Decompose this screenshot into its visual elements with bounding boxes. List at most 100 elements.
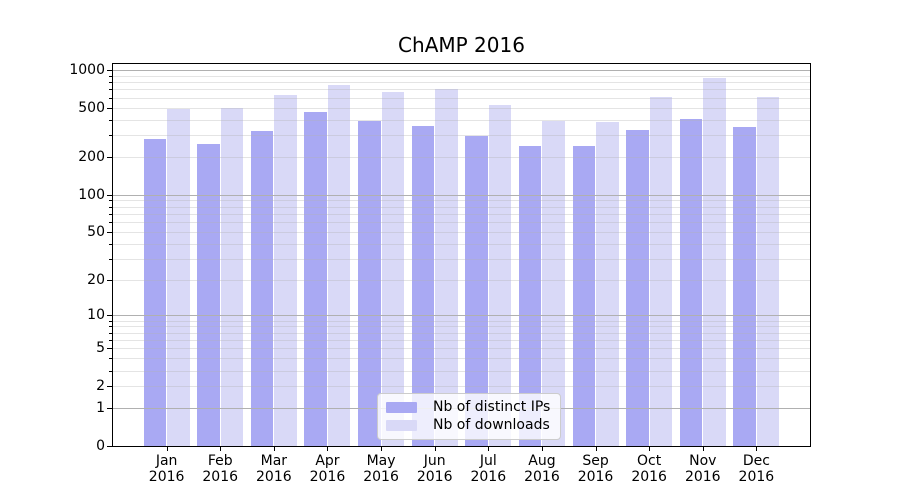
x-tick-label-jul: Jul 2016: [470, 453, 507, 485]
bar-distinct-ips-mar: [250, 131, 274, 446]
gridline-minor-300: [113, 135, 810, 137]
gridline-minor-700: [113, 89, 810, 91]
legend-label-downloads: Nb of downloads: [433, 417, 550, 433]
bar-downloads-aug: [542, 120, 565, 446]
x-tick-dec: [756, 447, 758, 451]
gridline-minor-200: [113, 157, 810, 159]
y-minor-tick-90: [109, 200, 112, 202]
x-tick-feb: [220, 447, 222, 451]
x-tick-label-jan: Jan 2016: [148, 453, 185, 485]
bar-downloads-dec: [756, 96, 780, 446]
x-tick-jun: [434, 447, 436, 451]
y-tick-0: [107, 446, 112, 447]
gridline-minor-3: [113, 370, 810, 372]
y-tick-10: [107, 315, 112, 317]
gridline-minor-90: [113, 200, 810, 202]
bar-distinct-ips-jan: [143, 139, 167, 446]
bar-distinct-ips-jun: [411, 125, 435, 446]
gridline-minor-40: [113, 243, 810, 245]
y-minor-tick-400: [109, 119, 112, 121]
y-tick-label-200: 200: [78, 149, 105, 166]
gridline-minor-60: [113, 222, 810, 224]
x-tick-label-oct: Oct 2016: [631, 453, 667, 485]
gridline-minor-70: [113, 213, 810, 215]
x-tick-label-may: May 2016: [363, 453, 399, 485]
legend-row-distinct-ips: Nb of distinct IPs: [386, 399, 550, 415]
y-minor-tick-40: [109, 243, 112, 245]
y-minor-tick-70: [109, 213, 112, 215]
bar-downloads-jun: [435, 89, 458, 446]
legend-label-distinct-ips: Nb of distinct IPs: [433, 399, 551, 415]
gridline-minor-6: [113, 340, 810, 342]
bar-distinct-ips-may: [358, 120, 381, 446]
gridline-minor-600: [113, 97, 810, 99]
bar-downloads-apr: [327, 84, 351, 446]
chart-title: ChAMP 2016: [398, 33, 525, 57]
y-minor-tick-60: [109, 222, 112, 224]
y-tick-label-5: 5: [96, 340, 105, 357]
legend-row-downloads: Nb of downloads: [386, 417, 550, 433]
y-minor-tick-300: [109, 135, 112, 137]
y-tick-label-10: 10: [87, 307, 105, 324]
gridline-major-1000: [113, 69, 810, 71]
gridline-minor-900: [113, 75, 810, 77]
y-tick-label-50: 50: [87, 223, 105, 240]
bar-downloads-mar: [274, 95, 297, 446]
legend-swatch-downloads: [386, 419, 417, 431]
y-minor-tick-800: [109, 82, 112, 84]
x-tick-apr: [327, 447, 329, 451]
gridline-minor-20: [113, 280, 810, 282]
bar-distinct-ips-jul: [465, 136, 488, 446]
legend: Nb of distinct IPs Nb of downloads: [377, 393, 562, 440]
bar-distinct-ips-sep: [572, 146, 596, 446]
plot-area: Nb of distinct IPs Nb of downloads: [112, 63, 811, 447]
x-tick-oct: [649, 447, 651, 451]
legend-swatch-distinct-ips: [386, 401, 417, 413]
y-minor-tick-9: [109, 320, 112, 322]
bar-downloads-sep: [596, 121, 619, 446]
y-minor-tick-700: [109, 89, 112, 91]
gridline-minor-500: [113, 107, 810, 109]
x-tick-jan: [166, 447, 168, 451]
bar-distinct-ips-oct: [626, 129, 649, 446]
gridline-minor-400: [113, 119, 810, 121]
gridline-minor-2: [113, 386, 810, 388]
x-tick-label-dec: Dec 2016: [738, 453, 775, 485]
x-tick-label-jun: Jun 2016: [416, 453, 453, 485]
x-tick-nov: [702, 447, 704, 451]
x-tick-label-nov: Nov 2016: [684, 453, 721, 485]
x-tick-label-feb: Feb 2016: [202, 453, 239, 485]
gridline-major-10: [113, 315, 810, 317]
y-tick-500: [107, 107, 112, 109]
x-tick-may: [381, 447, 383, 451]
y-tick-50: [107, 231, 112, 233]
gridline-minor-80: [113, 206, 810, 208]
bar-distinct-ips-apr: [304, 112, 327, 446]
gridline-major-100: [113, 194, 810, 196]
y-minor-tick-8: [109, 326, 112, 328]
y-tick-label-20: 20: [87, 272, 105, 289]
x-tick-label-apr: Apr 2016: [309, 453, 346, 485]
y-minor-tick-80: [109, 206, 112, 208]
y-minor-tick-7: [109, 332, 112, 334]
y-minor-tick-3: [109, 370, 112, 372]
y-tick-20: [107, 280, 112, 282]
y-tick-2: [107, 386, 112, 388]
y-minor-tick-30: [109, 259, 112, 261]
y-tick-100: [107, 194, 112, 196]
bar-distinct-ips-aug: [518, 145, 542, 446]
x-tick-jul: [488, 447, 490, 451]
x-tick-label-mar: Mar 2016: [256, 453, 292, 485]
y-tick-1000: [107, 69, 112, 71]
bar-downloads-nov: [703, 78, 726, 446]
y-tick-label-1: 1: [96, 400, 105, 417]
gridline-minor-5: [113, 348, 810, 350]
y-minor-tick-4: [109, 358, 112, 360]
y-tick-5: [107, 348, 112, 350]
x-tick-aug: [541, 447, 543, 451]
bar-distinct-ips-nov: [679, 119, 703, 446]
gridline-minor-9: [113, 320, 810, 322]
y-minor-tick-6: [109, 340, 112, 342]
bar-downloads-may: [381, 92, 405, 446]
